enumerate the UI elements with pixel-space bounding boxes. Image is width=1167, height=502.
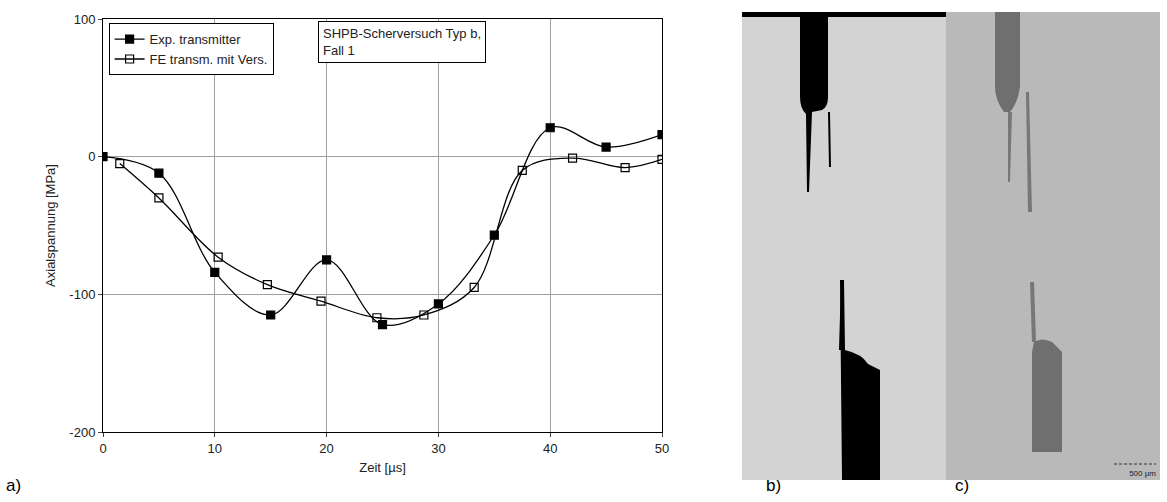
svg-text:30: 30 xyxy=(431,441,445,456)
html-text:b): b) xyxy=(766,476,782,495)
svg-text:0: 0 xyxy=(88,149,95,164)
svg-text:FE transm. mit Vers.: FE transm. mit Vers. xyxy=(150,52,268,67)
svg-text:20: 20 xyxy=(319,441,333,456)
html-text:c): c) xyxy=(955,476,970,495)
svg-text:Zeit [µs]: Zeit [µs] xyxy=(359,460,406,475)
svg-text:40: 40 xyxy=(543,441,557,456)
svg-text:SHPB-Scherversuch Typ b,Fall 1: SHPB-Scherversuch Typ b,Fall 1 xyxy=(323,26,481,58)
svg-text:Exp. transmitter: Exp. transmitter xyxy=(150,32,242,47)
svg-text:500 µm: 500 µm xyxy=(1129,469,1156,478)
svg-text:10: 10 xyxy=(208,441,222,456)
svg-text:100: 100 xyxy=(74,12,96,27)
svg-text:50: 50 xyxy=(655,441,669,456)
svg-text:0: 0 xyxy=(99,441,106,456)
svg-text:-200: -200 xyxy=(69,425,95,440)
svg-text:Axialspannung [MPa]: Axialspannung [MPa] xyxy=(43,164,58,287)
svg-text:-100: -100 xyxy=(69,287,95,302)
html-text:a): a) xyxy=(6,476,22,495)
